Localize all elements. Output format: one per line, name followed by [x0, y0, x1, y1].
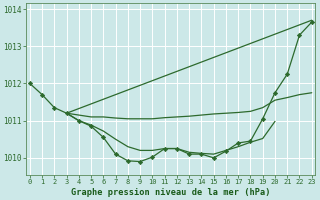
X-axis label: Graphe pression niveau de la mer (hPa): Graphe pression niveau de la mer (hPa) — [71, 188, 270, 197]
